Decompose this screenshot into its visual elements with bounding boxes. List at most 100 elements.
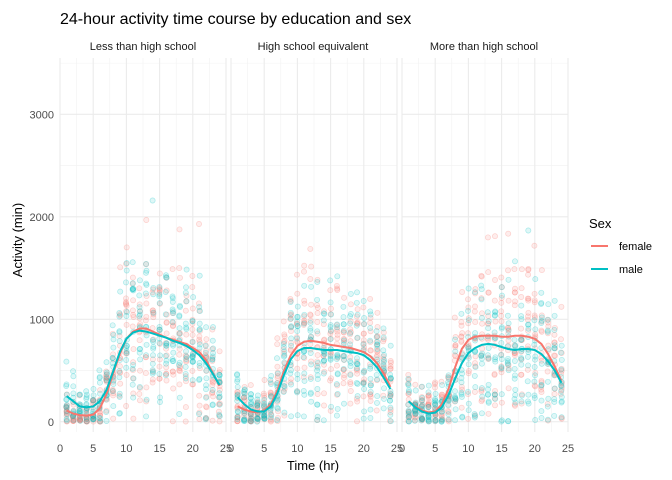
data-point-male bbox=[374, 346, 381, 352]
data-point-female bbox=[156, 375, 163, 382]
data-point-female bbox=[485, 356, 492, 362]
data-point-female bbox=[505, 230, 512, 237]
data-point-female bbox=[374, 309, 381, 316]
data-point-male bbox=[247, 391, 254, 397]
data-point-male bbox=[360, 341, 367, 348]
data-point-male bbox=[116, 338, 123, 345]
data-point-male bbox=[83, 408, 90, 414]
data-point-female bbox=[478, 273, 485, 280]
data-point-male bbox=[465, 317, 472, 324]
data-point-male bbox=[458, 310, 465, 317]
x-tick-label: 5 bbox=[432, 443, 438, 455]
data-point-female bbox=[130, 346, 137, 353]
data-point-female bbox=[287, 316, 294, 323]
data-point-female bbox=[498, 363, 505, 370]
data-point-male bbox=[471, 411, 478, 418]
data-point-male bbox=[169, 356, 176, 363]
data-point-female bbox=[354, 319, 361, 326]
data-point-male bbox=[551, 342, 558, 349]
data-point-female bbox=[558, 384, 565, 391]
data-point-male bbox=[294, 335, 300, 342]
data-point-male bbox=[70, 390, 77, 397]
data-point-male bbox=[90, 397, 97, 404]
data-point-male bbox=[130, 285, 136, 292]
data-point-female bbox=[123, 295, 129, 302]
data-point-female bbox=[314, 352, 321, 359]
data-point-male bbox=[202, 416, 209, 423]
data-point-male bbox=[452, 394, 459, 401]
data-point-male bbox=[538, 381, 545, 388]
data-point-female bbox=[531, 297, 538, 304]
data-point-male bbox=[439, 382, 446, 389]
data-point-male bbox=[136, 311, 143, 318]
data-point-male bbox=[518, 316, 525, 323]
data-point-male bbox=[518, 302, 525, 309]
data-point-male bbox=[445, 416, 452, 423]
x-tick-label: 5 bbox=[261, 443, 267, 455]
data-point-male bbox=[551, 297, 558, 304]
data-point-female bbox=[287, 296, 294, 302]
data-point-male bbox=[551, 396, 558, 403]
data-point-female bbox=[458, 333, 465, 340]
data-point-male bbox=[405, 375, 412, 382]
data-point-male bbox=[196, 326, 203, 333]
data-point-male bbox=[254, 401, 261, 408]
data-point-male bbox=[438, 408, 445, 415]
data-point-female bbox=[183, 353, 190, 360]
data-point-male bbox=[157, 394, 163, 401]
x-tick-label: 20 bbox=[187, 443, 199, 455]
data-point-female bbox=[525, 327, 532, 334]
data-point-female bbox=[419, 416, 425, 423]
data-point-male bbox=[314, 413, 321, 420]
data-point-male bbox=[314, 376, 321, 383]
data-point-male bbox=[89, 416, 96, 423]
data-point-female bbox=[432, 417, 439, 424]
data-point-male bbox=[162, 289, 169, 295]
data-point-male bbox=[162, 372, 169, 379]
data-point-female bbox=[130, 390, 137, 397]
data-point-female bbox=[177, 365, 183, 371]
data-point-male bbox=[558, 414, 565, 421]
data-point-female bbox=[90, 415, 97, 422]
data-point-female bbox=[498, 366, 505, 373]
data-point-female bbox=[267, 391, 274, 398]
data-point-female bbox=[354, 367, 360, 374]
data-point-male bbox=[452, 388, 458, 395]
data-point-female bbox=[512, 285, 518, 292]
data-point-female bbox=[156, 326, 163, 333]
data-point-male bbox=[183, 324, 190, 331]
data-point-male bbox=[314, 401, 321, 408]
data-point-female bbox=[129, 274, 136, 281]
data-point-female bbox=[301, 319, 307, 326]
data-point-male bbox=[387, 391, 394, 398]
data-point-male bbox=[485, 381, 492, 388]
data-point-male bbox=[438, 408, 445, 415]
data-point-female bbox=[288, 324, 294, 330]
data-point-male bbox=[241, 387, 248, 394]
data-point-female bbox=[360, 379, 367, 386]
data-point-female bbox=[472, 363, 479, 370]
x-tick-label: 10 bbox=[291, 443, 303, 455]
data-point-male bbox=[525, 400, 532, 407]
data-point-female bbox=[374, 352, 381, 359]
data-point-male bbox=[512, 342, 519, 349]
data-point-male bbox=[314, 364, 321, 371]
data-point-female bbox=[281, 412, 288, 419]
data-point-male bbox=[320, 370, 327, 377]
data-point-male bbox=[531, 364, 538, 370]
data-point-male bbox=[327, 355, 334, 362]
data-point-female bbox=[203, 336, 210, 343]
data-point-male bbox=[254, 402, 261, 409]
data-point-female bbox=[438, 378, 445, 385]
data-point-male bbox=[432, 401, 439, 408]
data-point-female bbox=[97, 412, 103, 419]
data-point-female bbox=[116, 363, 123, 370]
data-point-male bbox=[544, 328, 551, 335]
data-point-male bbox=[176, 331, 183, 338]
data-point-female bbox=[274, 418, 281, 425]
data-point-female bbox=[425, 401, 432, 408]
data-point-female bbox=[70, 418, 77, 424]
data-point-male bbox=[234, 383, 241, 390]
data-point-female bbox=[234, 418, 241, 425]
data-point-female bbox=[70, 417, 77, 424]
